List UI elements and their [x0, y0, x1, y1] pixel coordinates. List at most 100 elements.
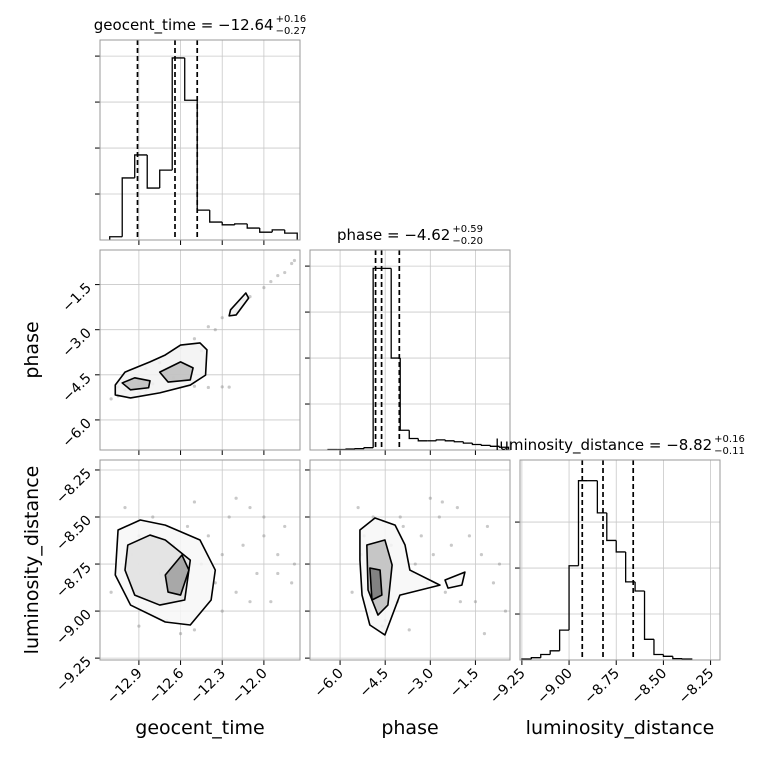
sample-point	[137, 624, 141, 628]
sample-point	[206, 325, 210, 329]
histogram-bin	[363, 447, 374, 449]
y-axis-label: luminosity_distance	[21, 466, 43, 655]
y-tick-label: −1.5	[59, 280, 94, 315]
contour	[228, 292, 250, 317]
sample-point	[413, 562, 417, 566]
sample-point	[458, 600, 462, 604]
histogram-bin	[209, 210, 223, 223]
histogram-bin	[498, 446, 510, 450]
histogram-bin	[171, 57, 185, 171]
sample-point	[178, 632, 183, 636]
title-lower-error: −0.11	[714, 446, 745, 457]
panel: −9.25 −9.00 −8.75 −8.50 −8.25 luminosity_dist…	[487, 434, 745, 739]
sample-point	[455, 506, 459, 510]
sample-point	[220, 609, 224, 613]
y-axis-label: phase	[21, 321, 43, 378]
sample-point	[241, 543, 245, 547]
sample-point	[109, 590, 113, 594]
histogram-bin	[417, 438, 428, 442]
sample-point	[192, 384, 197, 388]
y-tick-label: −8.25	[53, 465, 95, 507]
histogram-bin	[134, 154, 148, 178]
sample-point	[248, 506, 252, 510]
plot-area	[327, 250, 510, 450]
histogram-bin	[643, 591, 654, 640]
histogram-bin	[408, 430, 419, 440]
sample-point	[262, 285, 266, 290]
contour	[444, 571, 466, 589]
sample-point	[292, 562, 297, 566]
sample-point	[398, 515, 402, 519]
histogram-bin	[284, 229, 298, 240]
plot-area	[521, 460, 693, 660]
plot-area	[350, 496, 508, 636]
title-lower-error: −0.27	[276, 26, 307, 37]
panel-title: luminosity_distance = −8.82	[495, 436, 712, 455]
panel-frame	[99, 249, 301, 451]
sample-point	[185, 524, 190, 529]
panel: geocent_time = −12.64 +0.16−0.27	[94, 14, 306, 245]
panel-frame	[309, 249, 511, 451]
histogram-bin	[540, 653, 551, 658]
sample-point	[350, 590, 354, 594]
y-tick-label: −8.75	[53, 560, 95, 602]
histogram-bin	[462, 441, 473, 444]
sample-point	[290, 261, 294, 266]
sample-point	[234, 590, 238, 594]
histogram-bin	[121, 177, 135, 237]
x-tick-label: −4.5	[357, 666, 392, 701]
sample-point	[467, 534, 471, 538]
panel-title: phase = −4.62	[337, 226, 450, 244]
histogram-bin	[221, 222, 235, 226]
histogram-bin	[596, 480, 607, 514]
sample-point	[292, 258, 297, 263]
panel-frame	[99, 459, 301, 661]
histogram-bin	[372, 267, 383, 448]
sample-point	[290, 581, 294, 585]
sample-point	[109, 397, 113, 401]
sample-point	[503, 609, 508, 613]
y-tick-label: −3.0	[59, 325, 94, 360]
title-upper-error: +0.16	[276, 14, 307, 25]
histogram-bin	[184, 57, 198, 101]
y-tick-label: −9.25	[53, 654, 95, 696]
sample-point	[262, 515, 266, 519]
histogram-bin	[246, 223, 260, 229]
histogram-bin	[159, 169, 173, 189]
y-tick-label: −4.5	[59, 370, 94, 405]
contour	[369, 567, 383, 601]
contour	[121, 377, 151, 391]
panel-frame	[99, 39, 301, 241]
panel: −6.0 −4.5 −3.0 −1.5 phase	[305, 459, 511, 739]
histogram-bin	[435, 439, 446, 441]
x-tick-label: −8.25	[676, 666, 718, 708]
sample-point	[213, 581, 217, 585]
x-tick-label: −12.9	[104, 666, 146, 708]
sample-point	[227, 385, 231, 389]
histogram-bin	[606, 512, 617, 542]
sample-point	[255, 571, 259, 576]
sample-point	[443, 590, 447, 594]
sample-point	[497, 562, 502, 566]
sample-point	[123, 506, 127, 510]
plot-area	[109, 40, 298, 240]
x-tick-label: −8.75	[581, 666, 623, 708]
x-axis-label: luminosity_distance	[526, 717, 715, 739]
histogram-bin	[634, 581, 645, 592]
sample-point	[192, 500, 197, 504]
sample-point	[220, 316, 224, 320]
y-tick-label: −6.0	[59, 415, 94, 450]
histogram-bin	[146, 154, 160, 189]
sample-point	[356, 506, 360, 510]
panel-title: geocent_time = −12.64	[94, 16, 274, 35]
histogram-bin	[271, 229, 285, 233]
x-tick-label: −6.0	[312, 666, 347, 701]
histogram-bin	[259, 228, 273, 233]
sample-point	[269, 600, 273, 604]
sample-point	[151, 515, 155, 519]
histogram-bin	[662, 654, 673, 657]
histogram-bin	[234, 223, 248, 225]
x-tick-label: −12.6	[146, 665, 188, 707]
sample-point	[248, 295, 252, 299]
sample-point	[449, 543, 453, 547]
